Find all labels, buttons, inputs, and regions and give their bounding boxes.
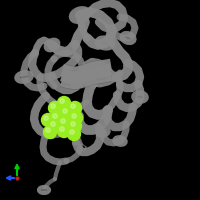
Circle shape (42, 114, 54, 127)
Circle shape (50, 112, 64, 124)
Circle shape (60, 106, 74, 119)
Circle shape (51, 122, 55, 126)
Circle shape (58, 124, 70, 138)
Circle shape (51, 104, 55, 108)
Circle shape (71, 104, 75, 108)
Circle shape (63, 109, 67, 113)
Circle shape (61, 119, 65, 123)
Circle shape (48, 102, 62, 114)
Circle shape (44, 126, 57, 138)
Circle shape (72, 114, 76, 118)
Circle shape (70, 130, 74, 134)
Circle shape (68, 102, 82, 114)
Circle shape (70, 112, 83, 124)
Circle shape (58, 116, 72, 130)
Circle shape (71, 122, 75, 126)
Circle shape (68, 119, 82, 132)
Circle shape (60, 127, 64, 131)
Circle shape (48, 119, 62, 132)
Circle shape (60, 99, 64, 103)
Circle shape (53, 114, 57, 118)
Circle shape (46, 128, 50, 132)
Circle shape (44, 116, 48, 120)
Circle shape (58, 97, 70, 110)
Circle shape (68, 128, 80, 140)
